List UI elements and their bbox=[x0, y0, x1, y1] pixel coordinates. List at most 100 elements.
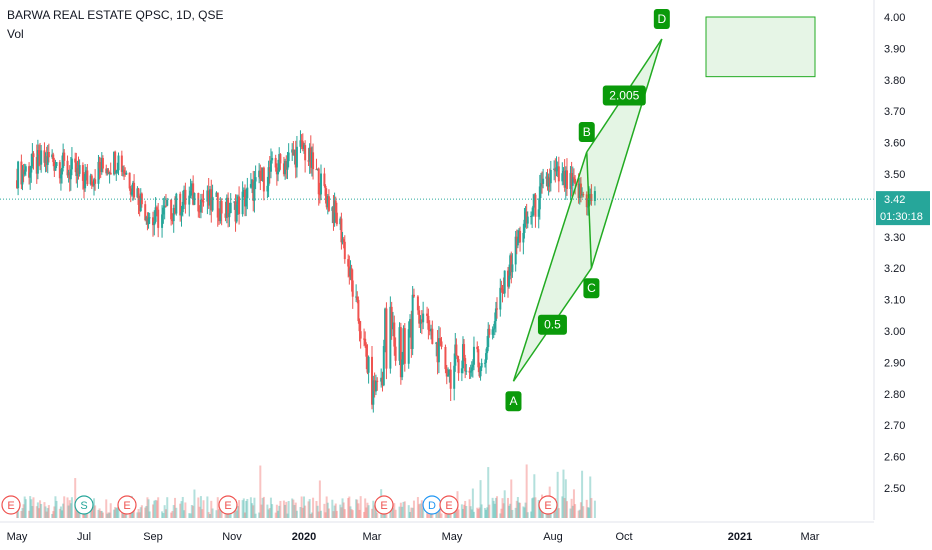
candle-body bbox=[309, 147, 312, 168]
volume-bar bbox=[347, 498, 350, 518]
candle-body bbox=[74, 158, 77, 163]
volume-bar bbox=[61, 510, 64, 518]
volume-bar bbox=[201, 509, 204, 518]
candle-body bbox=[228, 213, 231, 218]
volume-bar bbox=[113, 509, 116, 518]
volume-bar bbox=[74, 478, 77, 518]
candle-body bbox=[342, 239, 345, 242]
candle-body bbox=[254, 177, 257, 182]
candle-body bbox=[120, 155, 123, 172]
volume-bar bbox=[37, 508, 40, 518]
volume-bar bbox=[494, 497, 497, 518]
harmonic-pattern[interactable]: 0.5 2.005 A B C D bbox=[505, 8, 816, 412]
volume-bar bbox=[578, 509, 581, 518]
volume-bar bbox=[485, 509, 488, 518]
candle-body bbox=[480, 362, 483, 368]
volume-bar bbox=[162, 512, 165, 518]
volume-bar bbox=[316, 505, 319, 518]
volume-bar bbox=[198, 506, 201, 518]
candle-body bbox=[301, 141, 304, 149]
candle-body bbox=[61, 167, 64, 175]
candle-body bbox=[258, 170, 261, 178]
volume-bar bbox=[351, 510, 354, 518]
candle-body bbox=[31, 153, 34, 167]
candle-body bbox=[68, 172, 71, 180]
volume-bar bbox=[523, 507, 526, 518]
candle-body bbox=[114, 151, 117, 174]
volume-bar bbox=[39, 500, 42, 518]
volume-bar bbox=[100, 510, 103, 518]
volume-bar bbox=[106, 513, 109, 518]
volume-bar bbox=[137, 509, 140, 518]
candle-body bbox=[399, 327, 402, 378]
volume-bar bbox=[170, 512, 173, 518]
candle-body bbox=[323, 173, 326, 186]
candle-body bbox=[317, 168, 320, 195]
candle-body bbox=[454, 344, 457, 366]
candle-body bbox=[418, 310, 421, 324]
candle-body bbox=[571, 177, 574, 186]
volume-bar bbox=[199, 496, 202, 518]
volume-bar bbox=[418, 504, 421, 518]
candle-body bbox=[201, 199, 204, 202]
candle-body bbox=[472, 346, 475, 365]
volume-bar bbox=[268, 508, 271, 518]
candle-body bbox=[180, 212, 183, 216]
candle-body bbox=[207, 190, 210, 206]
candle-body bbox=[469, 371, 472, 373]
volume-bar bbox=[331, 499, 334, 518]
candle-body bbox=[242, 189, 245, 192]
event-marker bbox=[1, 495, 21, 515]
candle-body bbox=[20, 161, 23, 185]
volume-bar bbox=[109, 503, 112, 518]
volume-bar bbox=[308, 499, 311, 518]
candle-body bbox=[267, 167, 270, 186]
volume-bar bbox=[491, 497, 494, 518]
volume-bar bbox=[139, 507, 142, 518]
candle-body bbox=[192, 183, 195, 205]
volume-bar bbox=[238, 500, 241, 518]
volume-bar bbox=[590, 498, 593, 518]
volume-bar bbox=[28, 510, 31, 518]
volume-bar bbox=[292, 499, 295, 518]
volume-bar bbox=[267, 509, 270, 518]
candle-body bbox=[146, 216, 149, 225]
volume-bar bbox=[585, 499, 588, 518]
volume-bar bbox=[561, 496, 564, 518]
event-marker-label: E bbox=[7, 500, 14, 512]
candle-body bbox=[511, 264, 514, 273]
candle-body bbox=[275, 167, 278, 175]
time-tick-label: May bbox=[7, 531, 28, 543]
volume-bar bbox=[153, 500, 156, 518]
volume-bar bbox=[526, 512, 529, 518]
candle-body bbox=[402, 328, 405, 360]
candle-body bbox=[190, 183, 193, 191]
candle-body bbox=[548, 177, 551, 184]
volume-bar bbox=[117, 504, 120, 518]
volume-bar bbox=[164, 509, 167, 518]
volume-bar bbox=[43, 502, 46, 518]
candle-body bbox=[130, 192, 133, 195]
volume-bar bbox=[524, 502, 527, 518]
volume-bar bbox=[569, 508, 572, 518]
candle-body bbox=[427, 315, 430, 330]
time-axis: May Jul Sep Nov 2020 Mar May Aug Oct 2021 Mar bbox=[0, 521, 874, 543]
event-marker bbox=[374, 495, 394, 515]
volume-bar bbox=[342, 502, 345, 518]
volume-bar bbox=[219, 506, 222, 518]
volume-bar bbox=[243, 512, 246, 518]
volume-bar bbox=[391, 507, 394, 518]
candle-body bbox=[101, 158, 104, 169]
volume-bar bbox=[53, 506, 56, 518]
candle-body bbox=[333, 200, 336, 223]
candle-body bbox=[340, 218, 343, 243]
candle-body bbox=[83, 180, 85, 189]
candle-body bbox=[125, 172, 128, 175]
price-tick-label: 3.10 bbox=[884, 295, 905, 307]
candle-body bbox=[447, 375, 450, 377]
volume-bar bbox=[36, 502, 39, 518]
volume-bar bbox=[588, 507, 591, 518]
price-tick-label: 2.70 bbox=[884, 420, 905, 432]
volume-bar bbox=[175, 507, 178, 518]
